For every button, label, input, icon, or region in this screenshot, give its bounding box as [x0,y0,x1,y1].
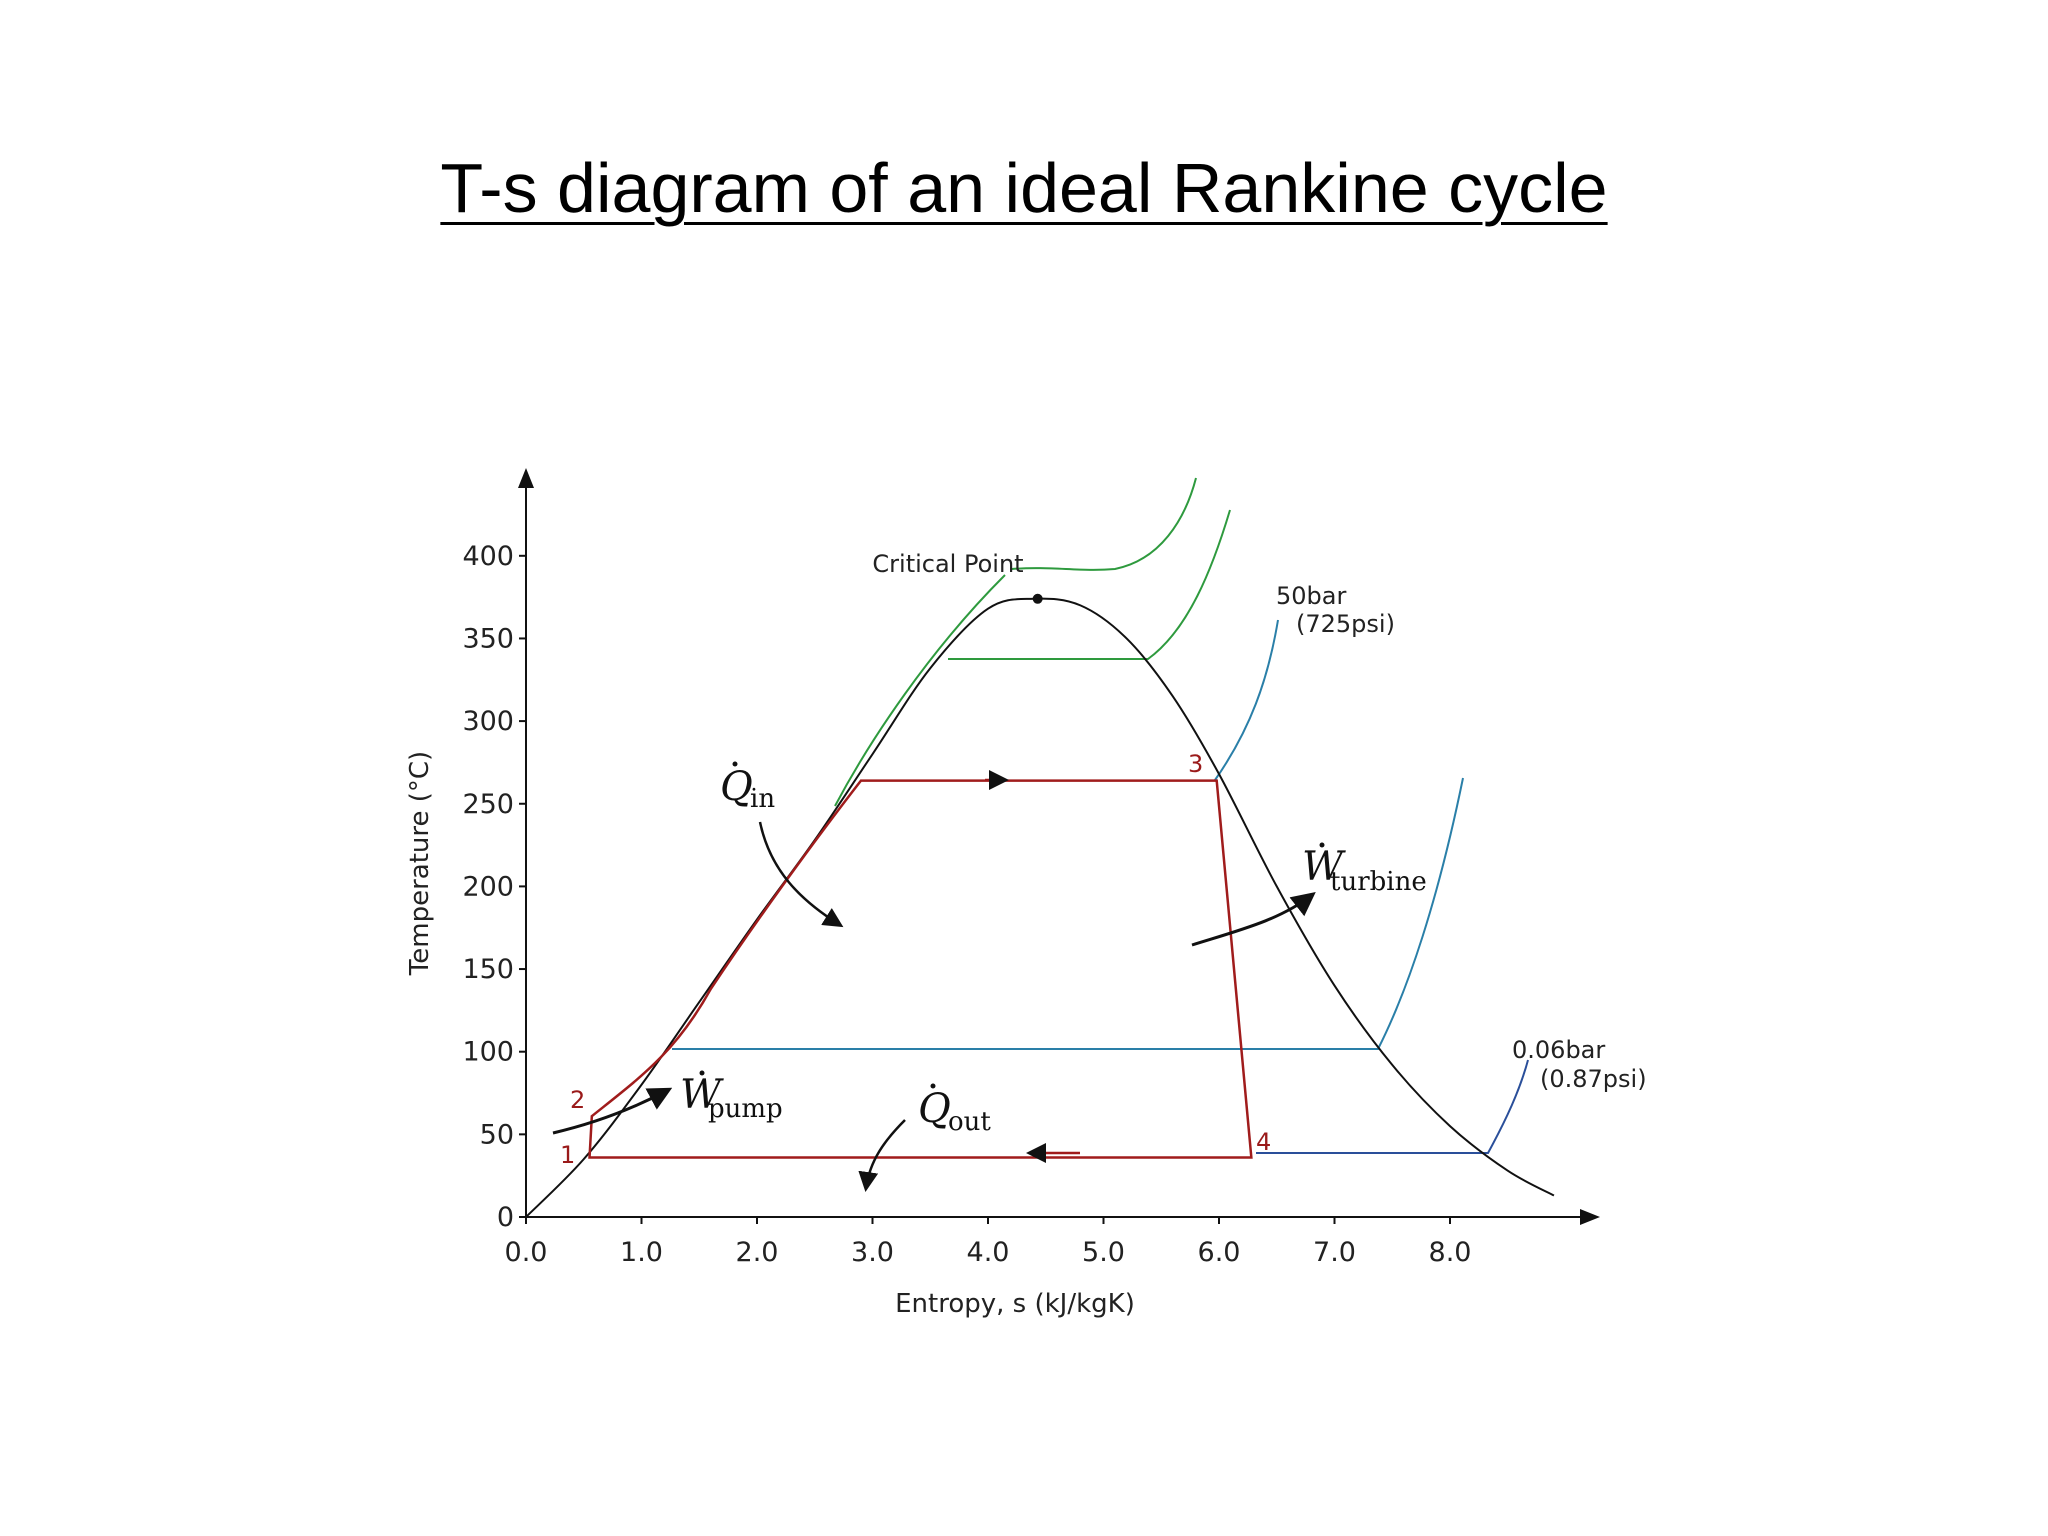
q-in-annotation: Q in [720,761,844,928]
y-tick-label: 250 [462,789,514,820]
w-pump-annotation: W pump [552,1070,783,1135]
x-tick-label: 4.0 [967,1237,1010,1268]
isobar-label-006bar-psi: (0.87psi) [1540,1065,1647,1093]
svg-text:out: out [948,1107,991,1137]
saturation-dome [525,597,1555,1218]
isobar-high-2 [834,574,1006,807]
y-tick-label: 300 [462,706,514,737]
y-tick-label: 0 [497,1202,514,1233]
isobar-label-50bar-psi: (725psi) [1296,610,1395,638]
y-tick-label: 100 [462,1037,514,1068]
svg-text:W: W [680,1072,724,1118]
q-out-annotation: Q out [858,1083,991,1192]
x-tick-label: 0.0 [505,1237,548,1268]
critical-point-marker [1032,593,1043,604]
y-tick-label: 50 [480,1119,514,1150]
isobar-100C [672,777,1464,1050]
critical-point-label: Critical Point [872,550,1023,578]
isobar-006bar [1256,1059,1529,1154]
x-tick-label: 8.0 [1429,1237,1472,1268]
x-tick-label: 1.0 [620,1237,663,1268]
rankine-cycle-path [588,779,1253,1159]
isobar-high-1 [948,509,1231,660]
y-tick-label: 400 [462,541,514,572]
y-tick-label: 350 [462,623,514,654]
isobar-50bar-superheat [1214,619,1279,781]
x-tick-label: 5.0 [1082,1237,1125,1268]
svg-text:turbine: turbine [1330,867,1427,897]
w-turbine-annotation: W turbine [1191,842,1427,947]
y-tick-label: 200 [462,871,514,902]
isobar-label-006bar: 0.06bar [1512,1036,1605,1064]
state-label-3: 3 [1188,750,1203,778]
svg-text:W: W [1302,844,1346,890]
x-tick-label: 7.0 [1313,1237,1356,1268]
x-axis-title: Entropy, s (kJ/kgK) [895,1289,1135,1319]
isobar-supercritical [1011,477,1197,571]
isobar-label-50bar: 50bar [1276,582,1346,610]
state-label-2: 2 [570,1086,585,1114]
y-tick-label: 150 [462,954,514,985]
slide-title: T-s diagram of an ideal Rankine cycle [440,149,1608,227]
svg-text:pump: pump [708,1094,783,1124]
y-axis-title: Temperature (°C) [405,751,435,976]
x-tick-label: 3.0 [851,1237,894,1268]
x-tick-label: 2.0 [736,1237,779,1268]
svg-text:in: in [750,784,775,814]
state-label-1: 1 [560,1141,575,1169]
svg-text:Q: Q [918,1086,951,1132]
svg-text:Q: Q [720,764,753,810]
x-tick-label: 6.0 [1198,1237,1241,1268]
state-label-4: 4 [1256,1128,1271,1156]
